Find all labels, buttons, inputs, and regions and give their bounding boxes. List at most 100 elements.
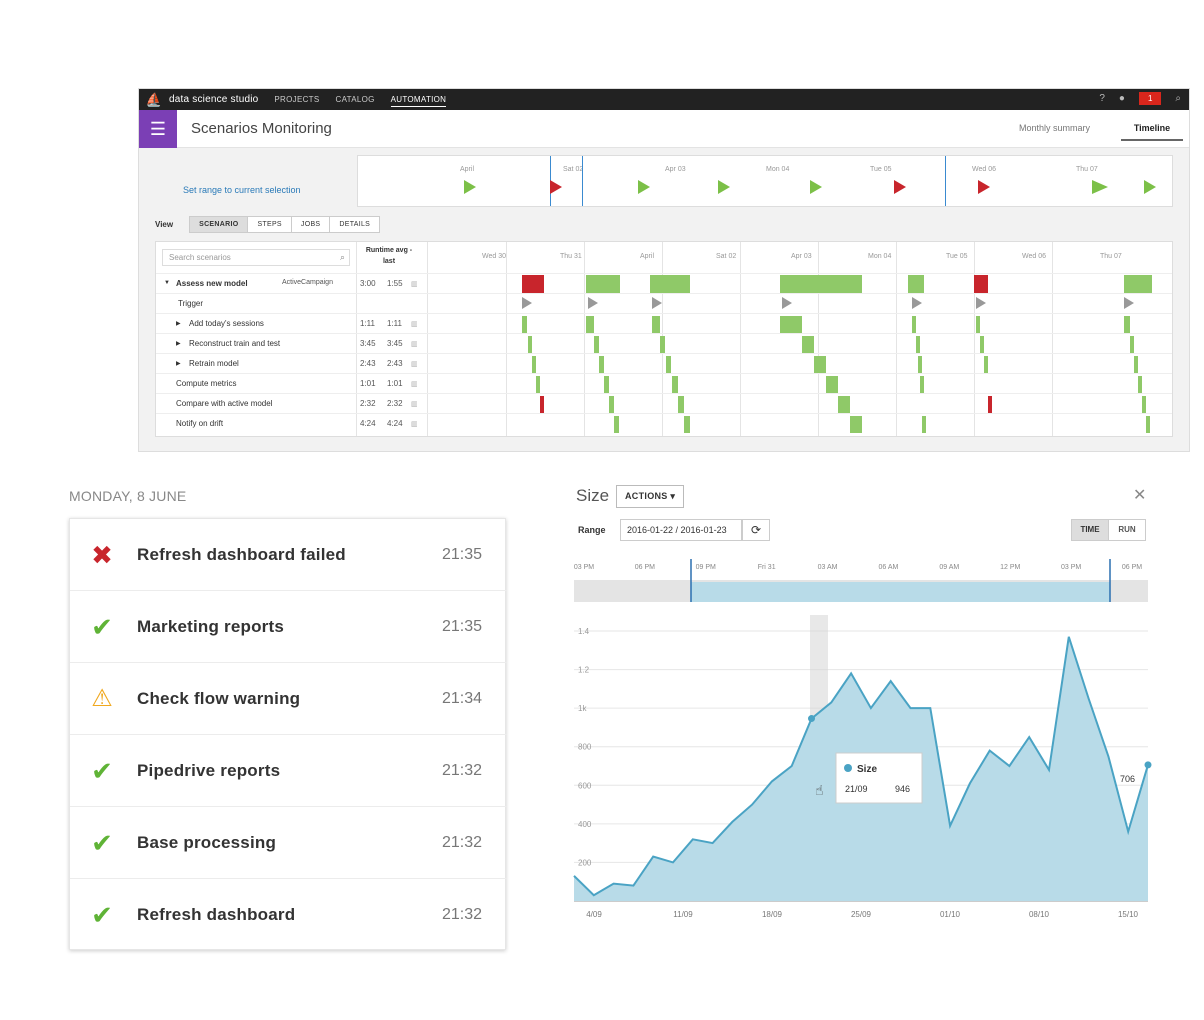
step-bar[interactable] bbox=[609, 396, 614, 413]
chart-icon[interactable]: ▥ bbox=[411, 381, 418, 388]
run-bar-failed[interactable] bbox=[522, 275, 544, 293]
step-row[interactable]: Compute metrics 1:01 1:01 ▥ bbox=[156, 373, 1172, 393]
step-bar[interactable] bbox=[1142, 396, 1146, 413]
step-bar[interactable] bbox=[922, 416, 926, 433]
step-bar[interactable] bbox=[528, 336, 532, 353]
step-row[interactable]: ▶ Add today's sessions 1:11 1:11 ▥ bbox=[156, 313, 1172, 333]
time-toggle[interactable]: TIME bbox=[1071, 519, 1109, 541]
step-row[interactable]: ▶ Retrain model 2:43 2:43 ▥ bbox=[156, 353, 1172, 373]
user-icon[interactable]: ● bbox=[1118, 93, 1125, 104]
step-bar[interactable] bbox=[838, 396, 850, 413]
step-bar[interactable] bbox=[660, 336, 665, 353]
step-bar[interactable] bbox=[912, 316, 916, 333]
range-end-handle[interactable] bbox=[945, 156, 946, 206]
chart-icon[interactable]: ▥ bbox=[411, 361, 418, 368]
tab-timeline[interactable]: Timeline bbox=[1121, 123, 1183, 141]
view-steps-button[interactable]: STEPS bbox=[247, 215, 292, 233]
step-bar[interactable] bbox=[780, 316, 802, 333]
step-bar[interactable] bbox=[672, 376, 678, 393]
run-bar[interactable] bbox=[650, 275, 690, 293]
run-bar[interactable] bbox=[586, 275, 620, 293]
step-bar[interactable] bbox=[532, 356, 536, 373]
step-row[interactable]: Trigger bbox=[156, 293, 1172, 313]
search-icon[interactable]: ⌕ bbox=[1175, 93, 1181, 104]
chart-icon[interactable]: ▥ bbox=[411, 321, 418, 328]
chart-icon[interactable]: ▥ bbox=[411, 421, 418, 428]
run-bar[interactable] bbox=[908, 275, 924, 293]
notification-item[interactable]: ✔ Base processing 21:32 bbox=[70, 807, 507, 879]
scenario-row[interactable]: ▼ Assess new model ActiveCampaign 3:00 1… bbox=[156, 273, 1172, 293]
step-bar[interactable] bbox=[976, 316, 980, 333]
step-row[interactable]: Notify on drift 4:24 4:24 ▥ bbox=[156, 413, 1172, 433]
step-bar[interactable] bbox=[1130, 336, 1134, 353]
range-overview[interactable]: April Sat 02 Apr 03 Mon 04 Tue 05 Wed 06… bbox=[357, 155, 1173, 207]
step-bar[interactable] bbox=[684, 416, 690, 433]
search-scenarios-input[interactable]: Search scenarios ⌕ bbox=[162, 249, 350, 266]
actions-dropdown[interactable]: ACTIONS ▾ bbox=[616, 485, 685, 508]
step-bar-failed[interactable] bbox=[988, 396, 992, 413]
size-chart[interactable]: 03 PM 06 PM 09 PM Fri 31 03 AM 06 AM 09 AM 12 P… bbox=[560, 555, 1160, 935]
step-bar[interactable] bbox=[599, 356, 604, 373]
step-bar[interactable] bbox=[536, 376, 540, 393]
step-bar[interactable] bbox=[652, 316, 660, 333]
step-bar[interactable] bbox=[604, 376, 609, 393]
step-bar[interactable] bbox=[1124, 316, 1130, 333]
step-bar[interactable] bbox=[802, 336, 814, 353]
step-row[interactable]: ▶ Reconstruct train and test 3:45 3:45 ▥ bbox=[156, 333, 1172, 353]
data-point[interactable] bbox=[1144, 761, 1152, 769]
step-bar[interactable] bbox=[918, 356, 922, 373]
expand-icon[interactable]: ▶ bbox=[176, 361, 181, 367]
view-scenario-button[interactable]: SCENARIO bbox=[189, 215, 249, 233]
step-bar[interactable] bbox=[666, 356, 671, 373]
step-bar[interactable] bbox=[980, 336, 984, 353]
step-bar[interactable] bbox=[920, 376, 924, 393]
step-bar[interactable] bbox=[1146, 416, 1150, 433]
notification-item[interactable]: ✔ Marketing reports 21:35 bbox=[70, 591, 507, 663]
navigator-selection[interactable] bbox=[691, 582, 1110, 602]
notification-item[interactable]: ✖ Refresh dashboard failed 21:35 bbox=[70, 519, 507, 591]
step-bar[interactable] bbox=[1138, 376, 1142, 393]
run-bar-failed[interactable] bbox=[974, 275, 988, 293]
range-handle[interactable] bbox=[582, 156, 583, 206]
expand-icon[interactable]: ▶ bbox=[176, 321, 181, 327]
set-range-link[interactable]: Set range to current selection bbox=[183, 185, 301, 195]
view-details-button[interactable]: DETAILS bbox=[329, 215, 381, 233]
help-icon[interactable]: ? bbox=[1099, 93, 1105, 104]
expand-icon[interactable]: ▶ bbox=[176, 341, 181, 347]
notification-item[interactable]: ⚠ Check flow warning 21:34 bbox=[70, 663, 507, 735]
step-bar[interactable] bbox=[850, 416, 862, 433]
step-row[interactable]: Compare with active model 2:32 2:32 ▥ bbox=[156, 393, 1172, 413]
step-bar[interactable] bbox=[1134, 356, 1138, 373]
run-toggle[interactable]: RUN bbox=[1108, 519, 1146, 541]
nav-automation[interactable]: AUTOMATION bbox=[390, 93, 447, 107]
step-bar[interactable] bbox=[826, 376, 838, 393]
data-point[interactable] bbox=[808, 715, 816, 723]
run-bar[interactable] bbox=[780, 275, 862, 293]
notification-badge[interactable]: 1 bbox=[1138, 92, 1162, 105]
chart-icon[interactable]: ▥ bbox=[411, 281, 418, 288]
close-icon[interactable]: ✕ bbox=[1133, 487, 1147, 504]
step-bar[interactable] bbox=[984, 356, 988, 373]
dss-logo-icon[interactable]: ⛵ bbox=[145, 91, 163, 107]
step-bar[interactable] bbox=[678, 396, 684, 413]
step-bar[interactable] bbox=[814, 356, 826, 373]
step-bar[interactable] bbox=[594, 336, 599, 353]
chart-icon[interactable]: ▥ bbox=[411, 341, 418, 348]
chart-icon[interactable]: ▥ bbox=[411, 401, 418, 408]
step-bar-failed[interactable] bbox=[540, 396, 544, 413]
step-bar[interactable] bbox=[522, 316, 527, 333]
refresh-icon[interactable]: ⟳ bbox=[742, 519, 770, 541]
step-bar[interactable] bbox=[586, 316, 594, 333]
nav-projects[interactable]: PROJECTS bbox=[274, 95, 320, 104]
notification-item[interactable]: ✔ Pipedrive reports 21:32 bbox=[70, 735, 507, 807]
notification-item[interactable]: ✔ Refresh dashboard 21:32 bbox=[70, 879, 507, 951]
tab-monthly-summary[interactable]: Monthly summary bbox=[1019, 123, 1091, 133]
nav-catalog[interactable]: CATALOG bbox=[335, 95, 375, 104]
run-bar[interactable] bbox=[1124, 275, 1152, 293]
range-input[interactable]: 2016-01-22 / 2016-01-23 bbox=[620, 519, 742, 541]
view-jobs-button[interactable]: JOBS bbox=[290, 215, 331, 233]
step-bar[interactable] bbox=[916, 336, 920, 353]
app-name[interactable]: data science studio bbox=[169, 94, 259, 105]
collapse-icon[interactable]: ▼ bbox=[164, 280, 170, 286]
step-bar[interactable] bbox=[614, 416, 619, 433]
